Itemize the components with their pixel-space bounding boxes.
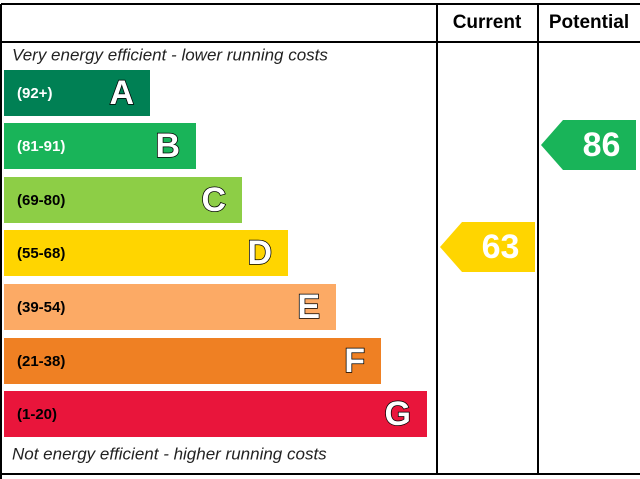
band-range: (1-20) <box>17 406 57 423</box>
band-bar <box>4 391 427 437</box>
band-bar <box>4 338 381 384</box>
current-header: Current <box>453 12 522 33</box>
band-range: (92+) <box>17 85 52 102</box>
bottom-note: Not energy efficient - higher running co… <box>12 444 327 463</box>
band-range: (69-80) <box>17 192 65 209</box>
band-letter: G <box>385 395 411 433</box>
band-letter: C <box>201 181 226 219</box>
band-bar <box>4 230 288 276</box>
band-bar <box>4 70 150 116</box>
band-letter: E <box>297 288 320 326</box>
band-letter: A <box>109 74 134 112</box>
potential-arrow <box>541 120 636 170</box>
band-range: (21-38) <box>17 353 65 370</box>
potential-header: Potential <box>549 12 629 33</box>
band-range: (81-91) <box>17 138 65 155</box>
band-letter: F <box>344 342 365 380</box>
current-arrow <box>440 222 535 272</box>
top-note: Very energy efficient - lower running co… <box>12 45 328 64</box>
potential-rating: 86 <box>583 126 621 164</box>
band-bar <box>4 123 196 169</box>
current-rating: 63 <box>482 228 520 266</box>
table-lines <box>0 3 640 479</box>
band-range: (55-68) <box>17 245 65 262</box>
band-letter: B <box>155 127 180 165</box>
band-range: (39-54) <box>17 299 65 316</box>
band-bar <box>4 284 336 330</box>
band-letter: D <box>247 234 272 272</box>
band-bar <box>4 177 242 223</box>
